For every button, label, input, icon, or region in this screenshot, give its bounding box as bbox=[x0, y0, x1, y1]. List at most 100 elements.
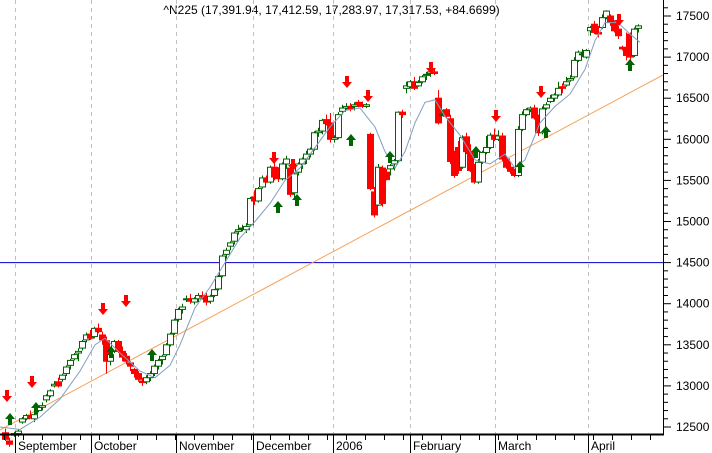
sell-arrow-icon bbox=[536, 86, 546, 98]
sell-arrow-icon bbox=[342, 76, 352, 88]
candle-body-down bbox=[447, 118, 454, 162]
y-tick-label: 17500 bbox=[676, 9, 710, 23]
x-tick-label: April bbox=[591, 439, 615, 453]
buy-arrow-icon bbox=[625, 59, 635, 71]
candle-body-up bbox=[475, 161, 482, 183]
candle-body-down bbox=[379, 167, 386, 204]
x-tick-label: February bbox=[413, 439, 461, 453]
candle-body-down bbox=[503, 158, 510, 168]
y-tick-label: 14000 bbox=[676, 297, 710, 311]
y-tick-label: 13500 bbox=[676, 338, 710, 352]
candle-body-up bbox=[423, 73, 430, 76]
candle-body-up bbox=[279, 163, 286, 180]
candle-body-up bbox=[75, 350, 82, 354]
x-tick-label: 2006 bbox=[336, 439, 363, 453]
sell-arrow-icon bbox=[288, 159, 298, 171]
candle-body-up bbox=[223, 249, 230, 255]
x-tick-label: November bbox=[179, 439, 234, 453]
candle-body-down bbox=[607, 15, 614, 24]
candle-body-down bbox=[131, 368, 138, 375]
candle-body-up bbox=[331, 137, 338, 140]
candle-body-down bbox=[95, 327, 102, 333]
candle-body-up bbox=[47, 390, 54, 397]
candle-body-down bbox=[383, 171, 390, 181]
candle-body-down bbox=[615, 28, 622, 37]
buy-arrow-icon bbox=[346, 134, 356, 146]
candle-body-up bbox=[583, 50, 590, 58]
candle-body-up bbox=[631, 28, 638, 56]
x-tick-label: October bbox=[94, 439, 137, 453]
candle-body-down bbox=[347, 105, 354, 110]
candle-body-up bbox=[419, 76, 426, 83]
sell-arrow-icon bbox=[121, 295, 131, 307]
sell-arrow-icon bbox=[98, 303, 108, 315]
candle-body-up bbox=[547, 97, 554, 102]
y-tick-label: 17000 bbox=[676, 50, 710, 64]
y-tick-label: 15500 bbox=[676, 173, 710, 187]
sell-arrow-icon bbox=[491, 110, 501, 122]
candle-body-up bbox=[227, 242, 234, 247]
candle-body-up bbox=[575, 51, 582, 61]
candle-body-down bbox=[467, 151, 474, 172]
y-tick-label: 16500 bbox=[676, 91, 710, 105]
candle-body-down bbox=[323, 119, 330, 125]
candle-body-down bbox=[619, 46, 626, 50]
candle-body-up bbox=[175, 308, 182, 320]
buy-arrow-icon bbox=[273, 201, 283, 213]
candle-body-down bbox=[559, 86, 566, 89]
candle-body-up bbox=[171, 319, 178, 334]
candle-body-up bbox=[159, 355, 166, 361]
candle-body-up bbox=[351, 104, 358, 107]
candle-body-up bbox=[255, 188, 262, 202]
candle-body-down bbox=[2, 432, 9, 440]
chart-title: ^N225 (17,391.94, 17,412.59, 17,283.97, … bbox=[163, 3, 500, 17]
candle-body-up bbox=[191, 298, 198, 303]
candle-body-up bbox=[207, 295, 214, 302]
candle-body-down bbox=[531, 107, 538, 119]
candle-body-up bbox=[315, 130, 322, 134]
candle-body-up bbox=[311, 132, 318, 150]
x-tick-label: December bbox=[256, 439, 311, 453]
candle-body-up bbox=[155, 359, 162, 367]
candle-body-up bbox=[231, 232, 238, 242]
candle-body-up bbox=[247, 197, 254, 226]
candle-body-up bbox=[179, 306, 186, 310]
candle-body-down bbox=[271, 166, 278, 178]
candle-body-down bbox=[367, 133, 374, 190]
candle-body-up bbox=[143, 377, 150, 383]
candle-body-up bbox=[459, 137, 466, 168]
candle-body-down bbox=[55, 381, 62, 387]
candle-body-up bbox=[211, 289, 218, 296]
candle-body-up bbox=[603, 10, 610, 19]
candle-body-up bbox=[387, 165, 394, 170]
candle-body-up bbox=[67, 359, 74, 366]
candle-body-up bbox=[215, 276, 222, 290]
buy-arrow-icon bbox=[106, 346, 116, 358]
candle-body-up bbox=[555, 87, 562, 96]
candle-body-down bbox=[119, 350, 126, 358]
candle-body-up bbox=[483, 147, 490, 153]
candle-body-up bbox=[395, 111, 402, 162]
y-tick-label: 13000 bbox=[676, 379, 710, 393]
y-tick-label: 12500 bbox=[676, 420, 710, 434]
buy-arrow-icon bbox=[292, 194, 302, 206]
candle-body-down bbox=[355, 101, 362, 106]
candle-body-down bbox=[6, 440, 13, 445]
x-tick-label: March bbox=[498, 439, 531, 453]
buy-arrow-icon bbox=[385, 151, 395, 163]
candle-body-up bbox=[363, 104, 370, 107]
sell-arrow-icon bbox=[27, 376, 37, 388]
candle-body-up bbox=[63, 366, 70, 375]
candle-body-up bbox=[515, 128, 522, 176]
candle-body-up bbox=[15, 430, 22, 435]
candle-body-up bbox=[71, 354, 78, 360]
candle-body-up bbox=[151, 365, 158, 375]
sell-arrow-icon bbox=[2, 390, 12, 402]
candle-body-up bbox=[635, 25, 642, 29]
candle-body-up bbox=[163, 344, 170, 356]
candle-body-up bbox=[43, 395, 50, 401]
candle-body-down bbox=[499, 135, 506, 160]
moving-average-line bbox=[0, 22, 641, 430]
